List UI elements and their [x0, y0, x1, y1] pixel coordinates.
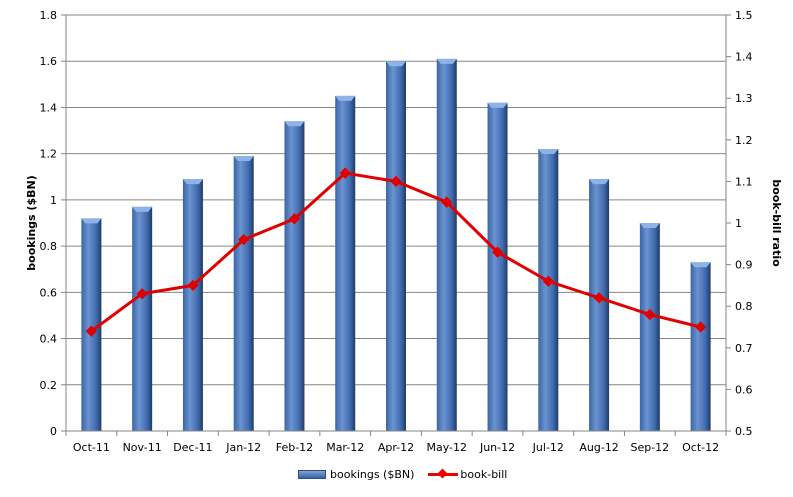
bar [284, 121, 305, 432]
x-tick-label: Apr-12 [378, 441, 414, 454]
y2-tick-label: 1 [735, 217, 742, 230]
y-tick-label: 0.8 [40, 240, 58, 253]
bar [132, 206, 153, 431]
bar [538, 149, 559, 432]
x-tick-label: Jan-12 [225, 441, 261, 454]
y2-tick-label: 0.9 [735, 259, 753, 272]
diamond-marker-icon [593, 292, 605, 304]
diamond-marker-icon [441, 196, 453, 208]
y2-tick-label: 0.8 [735, 300, 753, 313]
y-tick-label: 0.4 [40, 333, 58, 346]
y2-tick-label: 1.1 [735, 175, 753, 188]
diamond-marker-icon [238, 233, 250, 246]
bar [589, 179, 610, 431]
y-tick-label: 1 [50, 194, 57, 207]
y-tick-label: 1.6 [40, 55, 58, 68]
x-tick-label: Nov-11 [123, 441, 162, 454]
y2-axis-title: book-bill ratio [770, 179, 783, 267]
legend-label-bookings: bookings ($BN) [330, 468, 415, 481]
diamond-marker-icon [136, 288, 148, 300]
bar [233, 155, 254, 431]
bookings-bars [81, 58, 711, 432]
bar [639, 223, 660, 431]
x-tick-label: Feb-12 [276, 441, 313, 454]
diamond-marker-icon [644, 308, 656, 321]
diamond-marker-icon [390, 175, 402, 188]
line-diamond-swatch-icon [428, 473, 459, 476]
bar-swatch-icon [298, 470, 326, 479]
y2-tick-label: 0.5 [735, 425, 753, 438]
y-tick-label: 1.2 [40, 148, 58, 161]
bar [690, 262, 711, 431]
x-tick-label: Jun-12 [479, 441, 515, 454]
bar [487, 102, 508, 432]
x-tick-label: May-12 [427, 441, 468, 454]
diamond-marker-icon [187, 279, 199, 292]
y-tick-label: 1.4 [40, 101, 58, 114]
y2-tick-label: 0.7 [735, 342, 753, 355]
diamond-marker-icon [339, 167, 351, 179]
diamond-marker-icon [694, 321, 707, 333]
x-tick-label: Oct-11 [73, 441, 110, 454]
x-tick-label: Oct-12 [682, 441, 719, 454]
diamond-marker-icon [288, 213, 301, 225]
book-bill-line [85, 167, 707, 337]
x-tick-label: Mar-12 [326, 441, 364, 454]
y-tick-label: 0.2 [40, 379, 58, 392]
bar [182, 179, 203, 431]
legend-item-bookings: bookings ($BN) [298, 468, 414, 481]
x-tick-label: Sep-12 [630, 441, 669, 454]
axes: 0 0.2 0.4 0.6 0.8 1 1.2 1.4 1.6 1.8 0.5 0.6 0.7 0.8 0.… [40, 9, 753, 454]
x-tick-label: Jul-12 [532, 441, 564, 454]
y2-tick-label: 1.2 [735, 134, 753, 147]
diamond-marker-icon [491, 246, 504, 258]
y2-tick-label: 1.3 [735, 92, 753, 105]
y2-tick-label: 1.4 [735, 51, 753, 64]
bar [81, 218, 102, 431]
y-axis-title: bookings ($BN) [25, 175, 38, 270]
bar [335, 95, 356, 431]
bar [386, 61, 406, 431]
x-tick-label: Dec-11 [173, 441, 212, 454]
y-tick-label: 1.8 [40, 9, 58, 22]
y2-tick-label: 1.5 [735, 9, 753, 22]
x-tick-label: Aug-12 [579, 441, 618, 454]
y2-tick-label: 0.6 [735, 383, 753, 396]
legend-label-book-bill: book-bill [460, 468, 508, 481]
y-tick-label: 0 [50, 425, 57, 438]
legend-item-book-bill: book-bill [428, 468, 507, 481]
diamond-marker-icon [542, 275, 554, 287]
legend: bookings ($BN) book-bill [298, 468, 521, 481]
bar [436, 58, 457, 432]
y-tick-label: 0.6 [40, 286, 58, 299]
